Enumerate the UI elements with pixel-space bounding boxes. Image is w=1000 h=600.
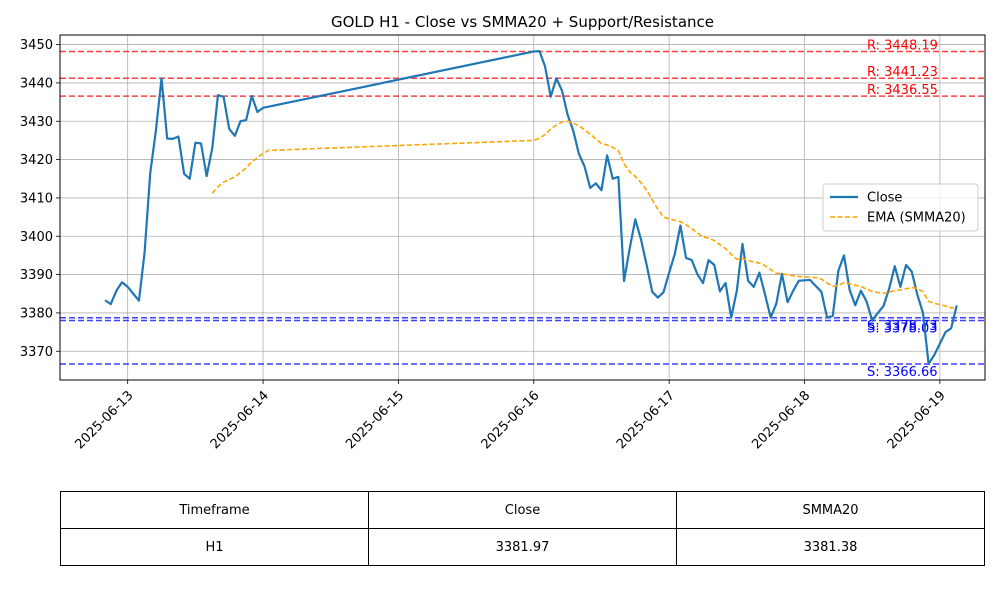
x-tick-label: 2025-06-18 (749, 388, 813, 452)
x-tick-label: 2025-06-16 (479, 388, 543, 452)
table-cell-smma20: 3381.38 (676, 528, 985, 566)
x-tick-label: 2025-06-19 (885, 388, 949, 452)
series-lines (104, 49, 958, 365)
table-row: H1 3381.97 3381.38 (60, 528, 985, 566)
chart-title: GOLD H1 - Close vs SMMA20 + Support/Resi… (331, 13, 714, 31)
legend-box (822, 183, 979, 232)
smma20-series-line (211, 120, 957, 309)
y-tick-label: 3390 (20, 268, 53, 283)
y-tick-label: 3440 (20, 76, 53, 91)
support-label: S: 3378.73 (867, 319, 938, 334)
plot-frame (59, 34, 986, 381)
table-header-timeframe: Timeframe (60, 491, 369, 529)
resistance-label: R: 3436.55 (867, 83, 938, 98)
resistance-label: R: 3441.23 (867, 65, 938, 80)
x-axis-ticks: 2025-06-13 2025-06-14 2025-06-15 2025-06-16… (72, 380, 949, 452)
x-gridlines (127, 35, 941, 380)
close-series-line (104, 49, 958, 365)
table-header-close: Close (368, 491, 677, 529)
table-cell-close: 3381.97 (368, 528, 677, 566)
y-tick-label: 3410 (20, 191, 53, 206)
y-tick-label: 3400 (20, 230, 53, 245)
x-tick-label: 2025-06-15 (343, 388, 407, 452)
support-label: S: 3366.66 (867, 365, 938, 380)
resistance-label: R: 3448.19 (867, 39, 938, 54)
legend-label-close: Close (867, 191, 902, 206)
legend-label-smma: EMA (SMMA20) (867, 211, 966, 226)
chart: R: 3448.19 R: 3441.23 R: 3436.55 S: 3378.73… (20, 13, 986, 452)
x-tick-label: 2025-06-13 (72, 388, 136, 452)
table-header-row: Timeframe Close SMMA20 (60, 491, 985, 529)
y-tick-label: 3450 (20, 38, 53, 53)
support-resistance-lines: R: 3448.19 R: 3441.23 R: 3436.55 S: 3378.73… (60, 39, 985, 380)
x-tick-label: 2025-06-14 (208, 388, 272, 452)
y-axis-ticks: 3370 3380 3390 3400 3410 3420 3430 3440 3450 (20, 38, 60, 360)
legend[interactable]: Close EMA (SMMA20) (822, 183, 979, 232)
y-tick-label: 3370 (20, 345, 53, 360)
y-gridlines (60, 44, 985, 352)
summary-table: Timeframe Close SMMA20 H1 3381.97 3381.3… (60, 491, 985, 566)
y-tick-label: 3380 (20, 306, 53, 321)
y-tick-label: 3430 (20, 115, 53, 130)
x-tick-label: 2025-06-17 (614, 388, 678, 452)
support-label: S: 3378.03 (867, 321, 938, 336)
table-header-smma20: SMMA20 (676, 491, 985, 529)
y-tick-label: 3420 (20, 153, 53, 168)
table-cell-timeframe: H1 (60, 528, 369, 566)
